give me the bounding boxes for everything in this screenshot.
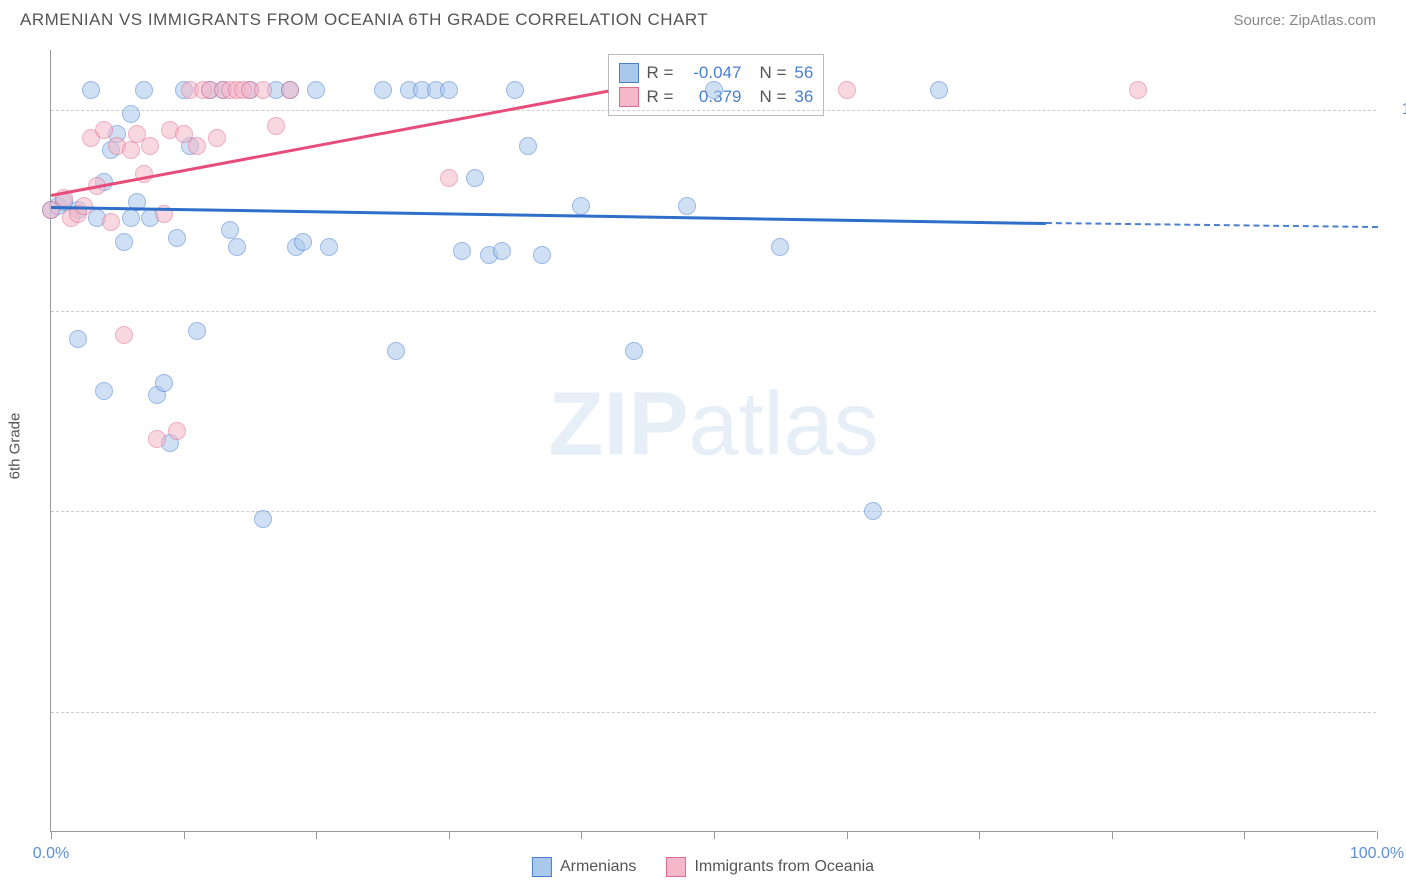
bottom-legend: Armenians Immigrants from Oceania xyxy=(532,857,874,877)
stat-r-label: R = xyxy=(647,87,674,107)
scatter-point xyxy=(168,229,186,247)
scatter-point xyxy=(864,502,882,520)
chart-title: ARMENIAN VS IMMIGRANTS FROM OCEANIA 6TH … xyxy=(20,10,708,30)
scatter-point xyxy=(267,117,285,135)
scatter-point xyxy=(307,81,325,99)
stat-n-label: N = xyxy=(759,87,786,107)
gridline xyxy=(51,712,1376,713)
legend-label: Armenians xyxy=(560,858,636,876)
scatter-point xyxy=(141,137,159,155)
scatter-point xyxy=(115,233,133,251)
scatter-point xyxy=(625,342,643,360)
scatter-point xyxy=(453,242,471,260)
x-tick xyxy=(316,831,317,839)
scatter-point xyxy=(122,141,140,159)
gridline xyxy=(51,110,1376,111)
x-tick xyxy=(581,831,582,839)
scatter-point xyxy=(374,81,392,99)
stat-n-value: 56 xyxy=(794,63,813,83)
trend-line xyxy=(51,206,1046,225)
x-tick-label: 100.0% xyxy=(1350,845,1404,863)
x-tick xyxy=(184,831,185,839)
scatter-point xyxy=(122,209,140,227)
scatter-point xyxy=(122,105,140,123)
scatter-point xyxy=(493,242,511,260)
legend-swatch xyxy=(619,87,639,107)
scatter-point xyxy=(69,330,87,348)
scatter-point xyxy=(930,81,948,99)
trend-line xyxy=(1045,222,1377,228)
x-tick xyxy=(1244,831,1245,839)
scatter-point xyxy=(208,129,226,147)
x-tick xyxy=(1377,831,1378,839)
scatter-point xyxy=(466,169,484,187)
scatter-point xyxy=(95,121,113,139)
scatter-point xyxy=(148,430,166,448)
stat-n-value: 36 xyxy=(794,87,813,107)
scatter-point xyxy=(155,374,173,392)
legend-swatch xyxy=(619,63,639,83)
x-tick-label: 0.0% xyxy=(33,845,69,863)
scatter-point xyxy=(254,510,272,528)
x-tick xyxy=(1112,831,1113,839)
x-tick xyxy=(449,831,450,839)
scatter-point xyxy=(82,81,100,99)
scatter-point xyxy=(135,81,153,99)
scatter-point xyxy=(1129,81,1147,99)
scatter-point xyxy=(771,238,789,256)
legend-label: Immigrants from Oceania xyxy=(694,858,874,876)
scatter-point xyxy=(188,322,206,340)
scatter-point xyxy=(281,81,299,99)
scatter-point xyxy=(440,81,458,99)
watermark: ZIPatlas xyxy=(548,373,878,476)
scatter-point xyxy=(320,238,338,256)
gridline xyxy=(51,311,1376,312)
scatter-point xyxy=(440,169,458,187)
scatter-point xyxy=(254,81,272,99)
scatter-point xyxy=(533,246,551,264)
scatter-point xyxy=(188,137,206,155)
x-tick xyxy=(714,831,715,839)
chart-plot-area: ZIPatlas R =-0.047N =56R =0.379N =36 85.… xyxy=(50,50,1376,832)
scatter-point xyxy=(572,197,590,215)
scatter-point xyxy=(838,81,856,99)
x-tick xyxy=(979,831,980,839)
scatter-point xyxy=(506,81,524,99)
scatter-point xyxy=(294,233,312,251)
scatter-point xyxy=(228,238,246,256)
source-label: Source: ZipAtlas.com xyxy=(1233,12,1376,29)
y-tick-label: 85.0% xyxy=(1386,703,1406,721)
scatter-point xyxy=(95,382,113,400)
legend-swatch xyxy=(666,857,686,877)
gridline xyxy=(51,511,1376,512)
stat-n-label: N = xyxy=(759,63,786,83)
stat-r-value: -0.047 xyxy=(681,63,741,83)
y-tick-label: 100.0% xyxy=(1386,101,1406,119)
y-axis-label: 6th Grade xyxy=(7,413,24,480)
scatter-point xyxy=(168,422,186,440)
scatter-point xyxy=(387,342,405,360)
stat-r-label: R = xyxy=(647,63,674,83)
scatter-point xyxy=(519,137,537,155)
scatter-point xyxy=(115,326,133,344)
x-tick xyxy=(51,831,52,839)
y-tick-label: 95.0% xyxy=(1386,302,1406,320)
scatter-point xyxy=(678,197,696,215)
scatter-point xyxy=(102,213,120,231)
legend-swatch xyxy=(532,857,552,877)
legend-item: Immigrants from Oceania xyxy=(666,857,874,877)
scatter-point xyxy=(705,81,723,99)
legend-item: Armenians xyxy=(532,857,636,877)
x-tick xyxy=(847,831,848,839)
y-tick-label: 90.0% xyxy=(1386,502,1406,520)
